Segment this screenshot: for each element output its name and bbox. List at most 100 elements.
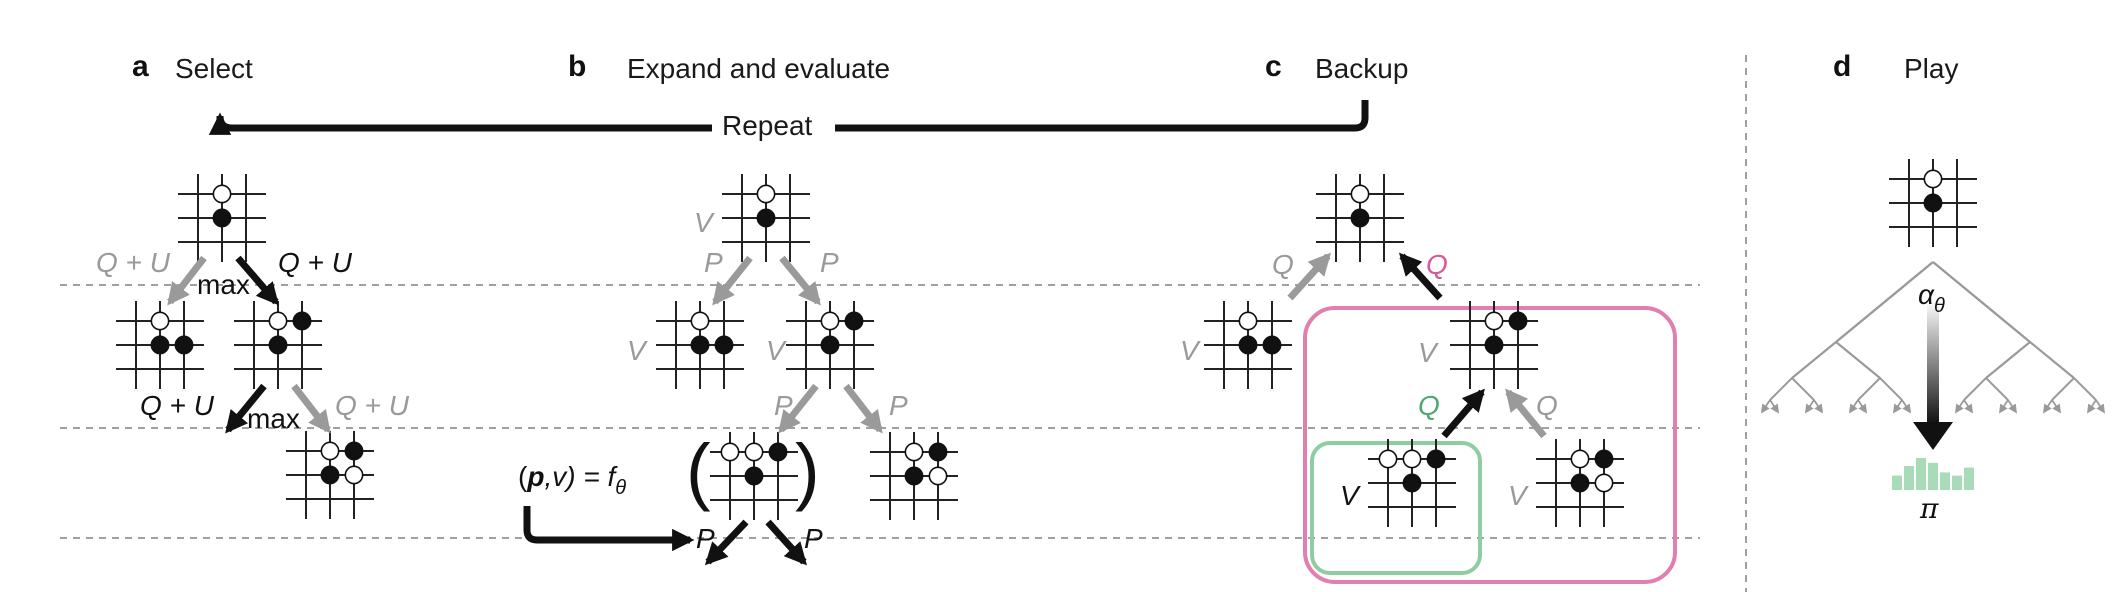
label-p: P bbox=[704, 247, 723, 278]
go-board bbox=[722, 174, 810, 262]
alpha-symbol: α bbox=[1918, 279, 1935, 310]
white-stone bbox=[720, 442, 740, 462]
black-stone bbox=[268, 335, 288, 355]
white-stone bbox=[320, 441, 340, 461]
black-stone bbox=[1402, 473, 1422, 493]
edge-arrow bbox=[712, 255, 753, 306]
go-board bbox=[656, 301, 744, 389]
formula-open: ( bbox=[518, 461, 528, 492]
label-pi: π bbox=[1919, 492, 1939, 525]
backup-subtree-box bbox=[1303, 306, 1677, 584]
go-board bbox=[286, 431, 374, 519]
panel-c-title: Backup bbox=[1315, 53, 1408, 84]
label-v: V bbox=[1508, 480, 1529, 511]
panel-a-labels: Q + U Q + U max Q + U max Q + U bbox=[96, 247, 410, 434]
formula-p: p bbox=[526, 461, 544, 492]
white-stone bbox=[1484, 311, 1504, 331]
panel-d-title: Play bbox=[1904, 53, 1958, 84]
white-stone bbox=[268, 311, 288, 331]
black-stone bbox=[904, 466, 924, 486]
go-board bbox=[1368, 439, 1456, 527]
panel-d-labels: αθ π bbox=[1918, 279, 1945, 525]
label-p: P bbox=[696, 523, 715, 554]
go-board bbox=[116, 301, 204, 389]
paren-close: ) bbox=[795, 429, 820, 512]
black-stone bbox=[820, 335, 840, 355]
label-q-plus-u: Q + U bbox=[278, 247, 353, 278]
evaluate-arrow bbox=[523, 506, 695, 552]
edge-arrow bbox=[1505, 388, 1547, 439]
alpha-subscript: θ bbox=[1934, 295, 1945, 317]
edge-arrow bbox=[843, 383, 883, 434]
policy-bar bbox=[1940, 472, 1950, 490]
play-move-arrow-head bbox=[1913, 422, 1953, 450]
selected-edge-arrow bbox=[704, 519, 749, 566]
black-stone bbox=[1426, 449, 1446, 469]
label-alpha: αθ bbox=[1918, 279, 1945, 317]
label-v: V bbox=[766, 335, 787, 366]
white-stone bbox=[1350, 184, 1370, 204]
white-stone bbox=[1402, 449, 1422, 469]
panel-c-labels: Q Q V V Q Q V V bbox=[1180, 249, 1558, 511]
edge-arrow bbox=[167, 255, 207, 306]
black-stone bbox=[344, 441, 364, 461]
selected-edge-arrow bbox=[765, 519, 807, 566]
policy-bar bbox=[1964, 467, 1974, 490]
black-stone bbox=[714, 335, 734, 355]
white-stone bbox=[212, 184, 232, 204]
selected-edge-arrow bbox=[225, 383, 267, 434]
black-stone bbox=[1350, 208, 1370, 228]
label-p: P bbox=[889, 390, 908, 421]
formula-rest: ,v) = f bbox=[544, 461, 618, 492]
label-q-plus-u: Q + U bbox=[140, 390, 215, 421]
white-stone bbox=[756, 184, 776, 204]
label-v: V bbox=[1340, 480, 1361, 511]
go-board bbox=[1316, 174, 1404, 262]
white-stone bbox=[820, 311, 840, 331]
black-stone bbox=[174, 335, 194, 355]
black-stone bbox=[844, 311, 864, 331]
white-stone bbox=[904, 442, 924, 462]
edge-arrow bbox=[779, 255, 821, 306]
paren-open: ( bbox=[686, 429, 711, 512]
label-max: max bbox=[247, 403, 300, 434]
white-stone bbox=[344, 465, 364, 485]
label-v: V bbox=[1180, 335, 1201, 366]
panel-b-title: Expand and evaluate bbox=[627, 53, 890, 84]
label-p: P bbox=[774, 390, 793, 421]
white-stone bbox=[744, 442, 764, 462]
selected-edge-arrow bbox=[235, 255, 279, 306]
panel-titles: a Select b Expand and evaluate c Backup … bbox=[132, 50, 1958, 84]
white-stone bbox=[1570, 449, 1590, 469]
panel-a-title: Select bbox=[175, 53, 253, 84]
label-max: max bbox=[197, 269, 250, 300]
go-board bbox=[234, 301, 322, 389]
policy-bar bbox=[1892, 475, 1902, 490]
black-stone bbox=[1238, 335, 1258, 355]
label-v: V bbox=[694, 207, 715, 238]
black-stone bbox=[1923, 193, 1943, 213]
white-stone bbox=[1923, 169, 1943, 189]
black-stone bbox=[1508, 311, 1528, 331]
go-board bbox=[1204, 301, 1292, 389]
white-stone bbox=[150, 311, 170, 331]
black-stone bbox=[756, 208, 776, 228]
label-p: P bbox=[820, 247, 839, 278]
go-board bbox=[1536, 439, 1624, 527]
go-boards bbox=[116, 159, 1977, 527]
label-q: Q bbox=[1536, 390, 1558, 421]
play-move-arrow-shaft bbox=[1927, 300, 1939, 424]
go-board bbox=[786, 301, 874, 389]
black-stone bbox=[744, 466, 764, 486]
white-stone bbox=[1594, 473, 1614, 493]
white-stone bbox=[1238, 311, 1258, 331]
policy-bar bbox=[1904, 466, 1914, 490]
black-stone bbox=[292, 311, 312, 331]
black-stone bbox=[1262, 335, 1282, 355]
label-v: V bbox=[1418, 337, 1439, 368]
go-board bbox=[178, 174, 266, 262]
policy-bar bbox=[1928, 462, 1938, 490]
label-p: P bbox=[804, 523, 823, 554]
black-stone bbox=[150, 335, 170, 355]
